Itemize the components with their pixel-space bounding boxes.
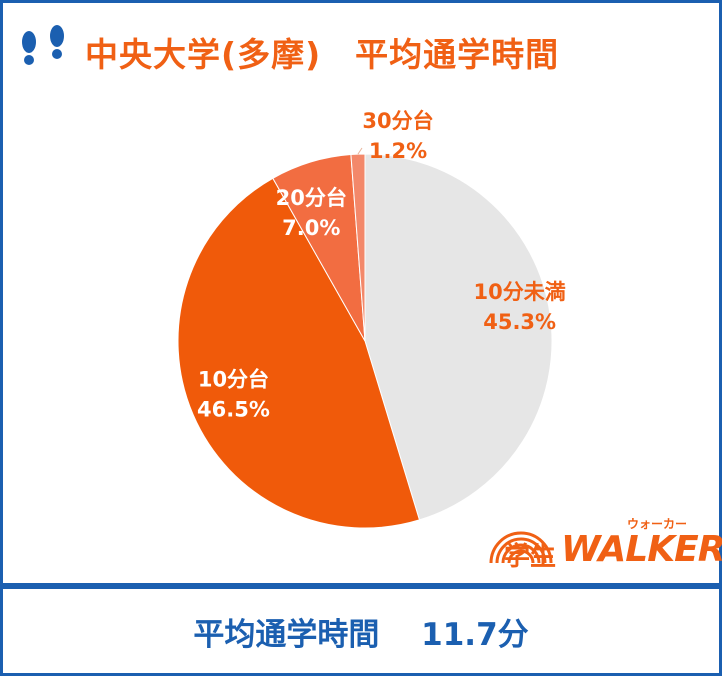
slice-percent-label: 46.5%	[197, 398, 270, 422]
pie-chart-svg: 10分未満 45.3% 10分台 46.5% 20分台 7.0% 30分台 1.2%	[177, 109, 566, 529]
average-commute-summary: 平均通学時間 11.7分	[193, 616, 529, 653]
slice-percent-label: 7.0%	[282, 216, 340, 240]
slice-percent-label: 45.3%	[483, 310, 556, 334]
footprints-icon	[22, 25, 64, 65]
slice-label: 10分台	[198, 368, 269, 392]
title-row: 中央大学(多摩) 平均通学時間	[15, 17, 559, 87]
logo-gakusei: 学生	[504, 542, 557, 572]
leader-line	[357, 147, 363, 155]
pie-slice	[364, 153, 553, 521]
slice-percent-label: 1.2%	[369, 139, 427, 163]
gakusei-walker-logo: ウォーカー 学生 WALKER	[485, 511, 722, 581]
slice-label: 10分未満	[474, 280, 566, 304]
chart-title: 中央大学(多摩) 平均通学時間	[85, 35, 560, 74]
chart-panel: 中央大学(多摩) 平均通学時間 10分未満 45.3% 10分台 46.5% 20分台 7…	[3, 3, 722, 583]
logo-arc-icon	[489, 531, 553, 564]
slice-label: 20分台	[276, 186, 347, 210]
pie-slice	[177, 177, 421, 529]
slice-label: 30分台	[362, 109, 433, 133]
logo-walker: WALKER	[561, 529, 722, 570]
footer-band: 平均通学時間 11.7分	[3, 589, 719, 673]
pie-chart: 10分未満 45.3% 10分台 46.5% 20分台 7.0% 30分台 1.2%	[3, 3, 719, 583]
logo-kana: ウォーカー	[627, 517, 688, 531]
